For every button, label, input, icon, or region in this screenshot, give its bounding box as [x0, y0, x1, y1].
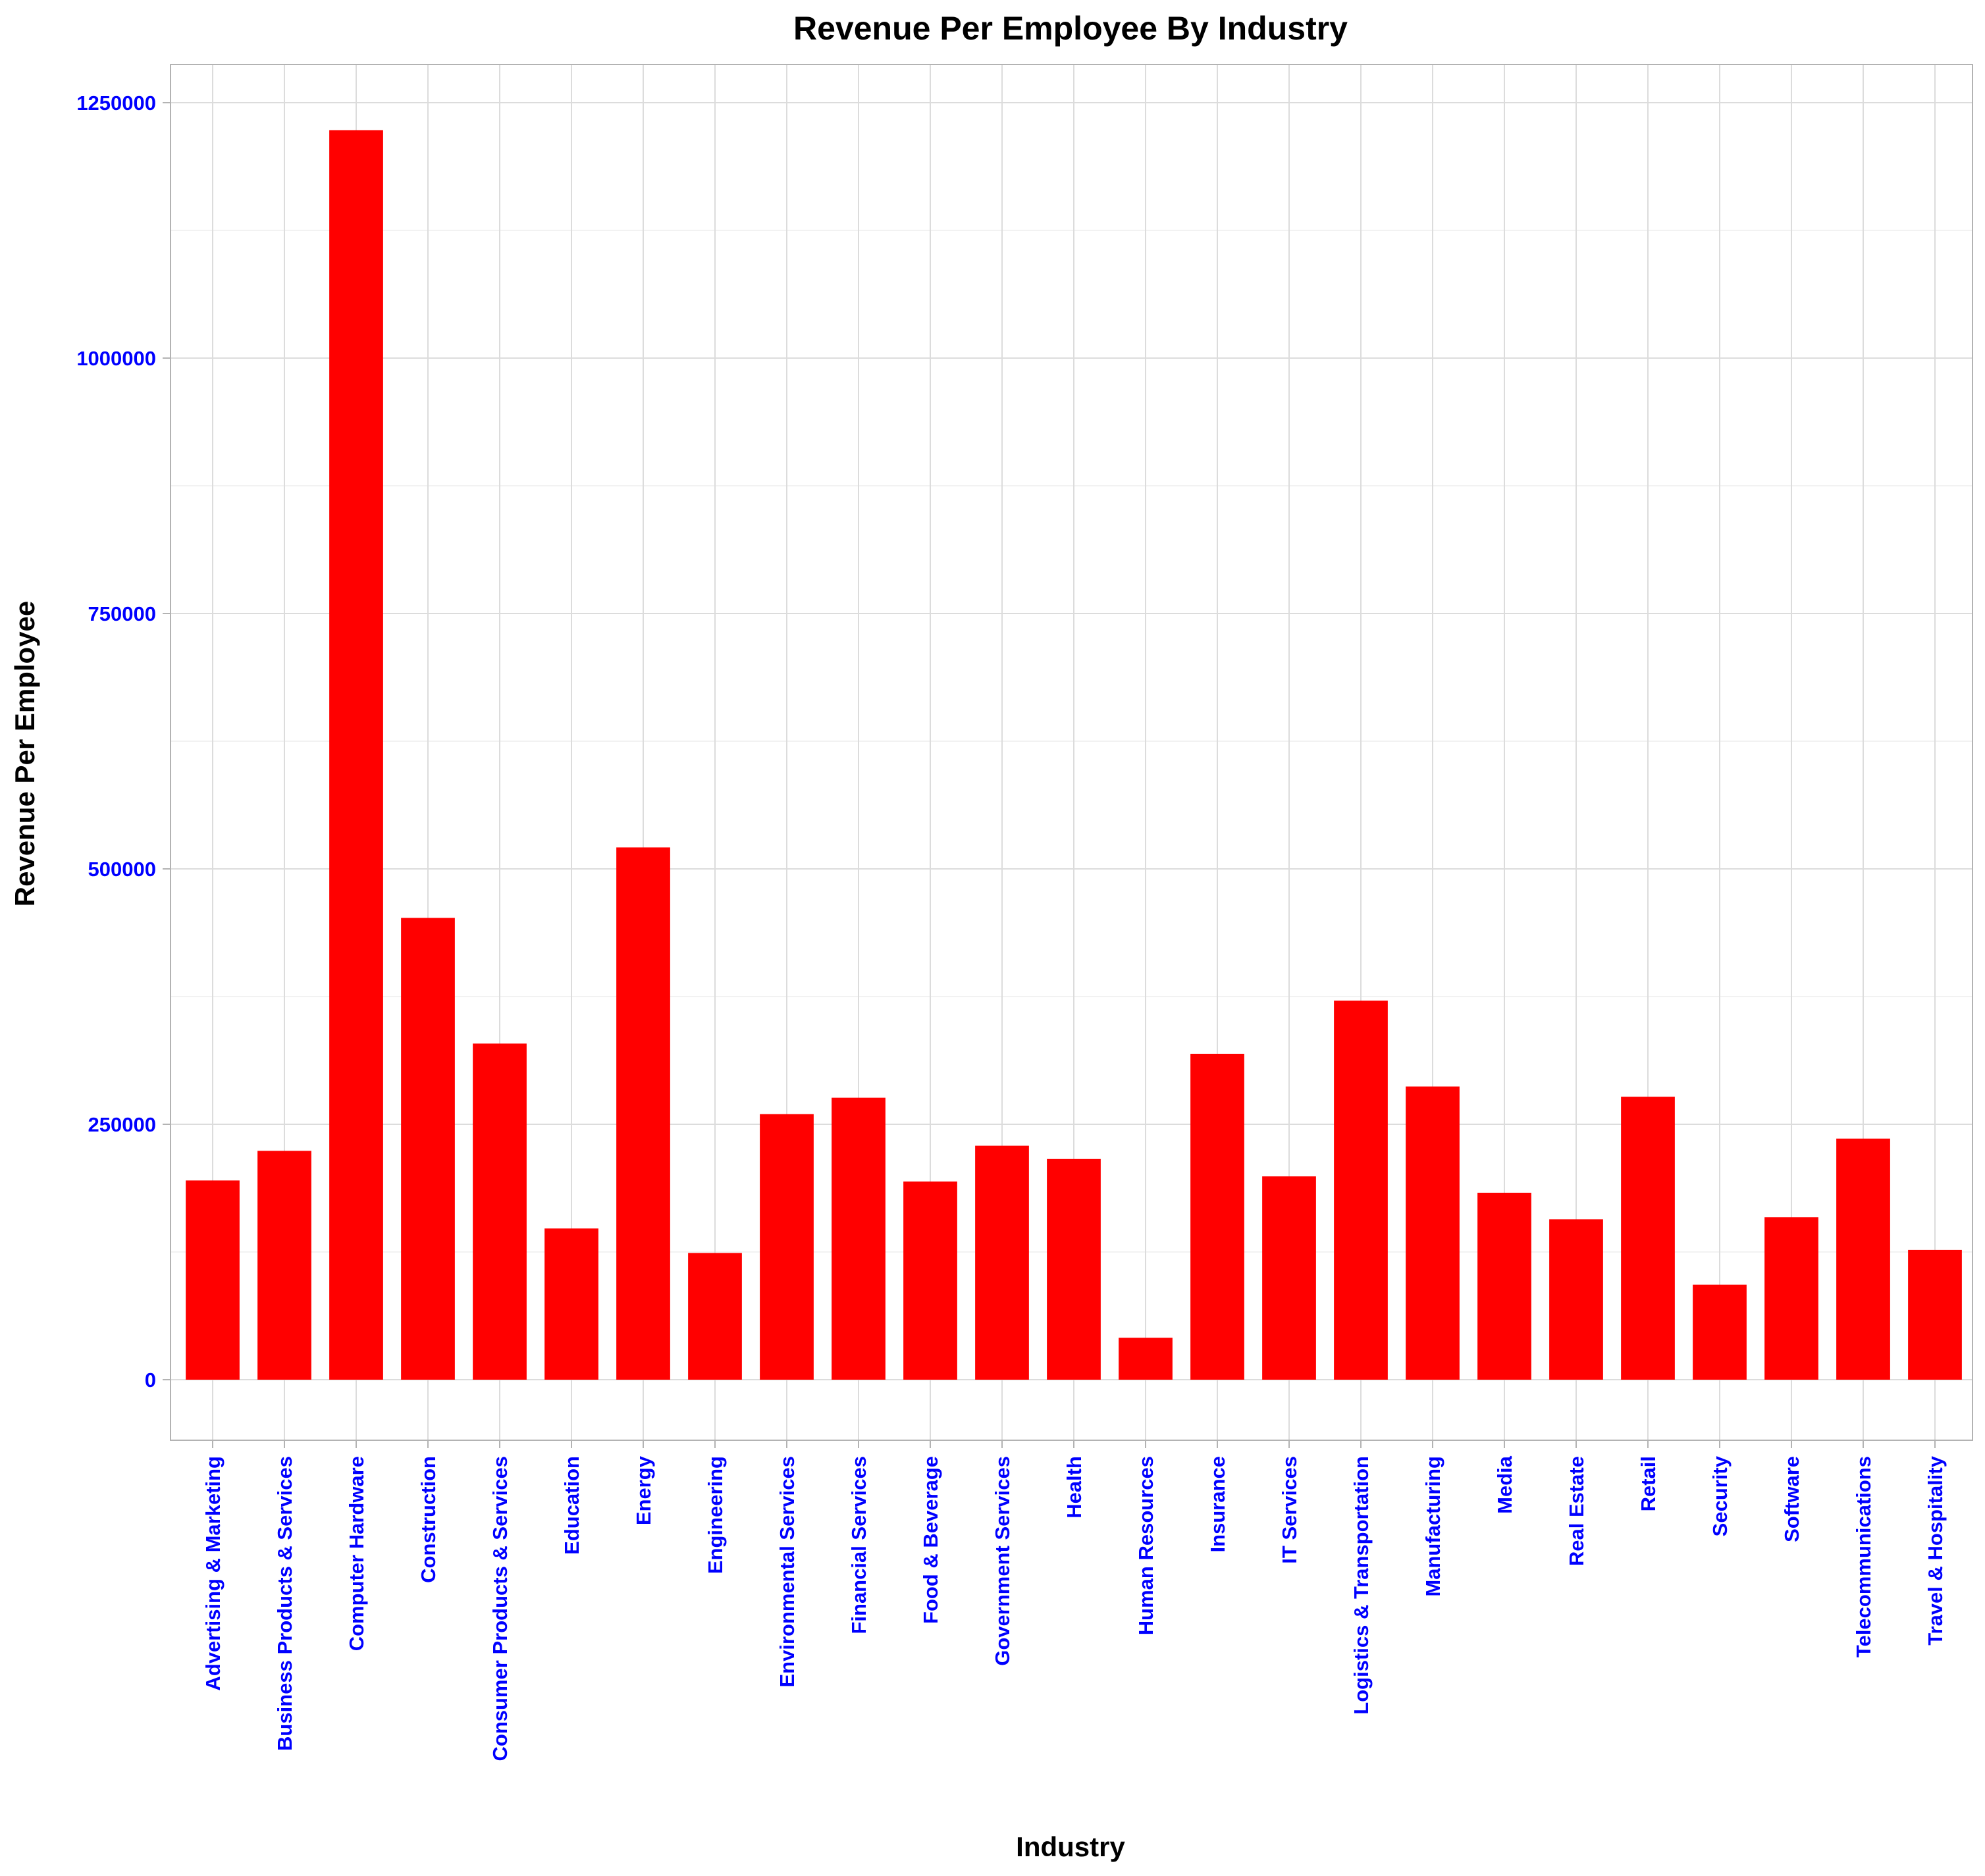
bar: [1334, 1001, 1388, 1380]
y-tick-label: 500000: [88, 858, 156, 881]
x-tick-label: Travel & Hospitality: [1924, 1455, 1947, 1645]
plot-panel-border: [170, 64, 1973, 1441]
x-tick-label: Software: [1780, 1456, 1803, 1542]
bar: [1836, 1138, 1890, 1380]
x-tick-label: Manufacturing: [1421, 1456, 1444, 1597]
y-tick-label: 1000000: [76, 347, 156, 370]
x-tick-label: Construction: [417, 1456, 440, 1583]
x-tick-label: Consumer Products & Services: [489, 1456, 512, 1761]
x-tick-label: Telecommunications: [1852, 1456, 1875, 1657]
bar: [1262, 1176, 1316, 1380]
x-tick-label: Computer Hardware: [345, 1456, 368, 1651]
bar: [473, 1043, 527, 1380]
x-tick-label: Business Products & Services: [273, 1456, 296, 1751]
bar: [760, 1114, 814, 1380]
bar: [975, 1145, 1029, 1380]
x-tick-label: Health: [1063, 1456, 1086, 1519]
y-axis-ticks: 0 250000 500000 750000 1000000 1250000: [76, 91, 171, 1392]
x-tick-label: Human Resources: [1134, 1456, 1157, 1635]
y-tick-label: 250000: [88, 1113, 156, 1136]
x-axis-title: Industry: [1016, 1831, 1125, 1862]
x-tick-label: IT Services: [1278, 1456, 1301, 1564]
bar: [1047, 1159, 1101, 1380]
bar: [1621, 1097, 1675, 1380]
chart-title: Revenue Per Employee By Industry: [793, 10, 1348, 47]
x-tick-label: Education: [560, 1456, 583, 1555]
bar: [1549, 1219, 1603, 1380]
bar: [1406, 1086, 1460, 1380]
x-tick-label: Financial Services: [847, 1456, 870, 1634]
bar: [688, 1253, 742, 1380]
x-tick-label: Real Estate: [1565, 1456, 1588, 1566]
bar: [186, 1180, 240, 1380]
y-tick-label: 1250000: [76, 91, 156, 115]
bar: [1693, 1284, 1747, 1380]
bar: [257, 1151, 311, 1380]
x-tick-label: Food & Beverage: [919, 1456, 942, 1624]
x-tick-label: Insurance: [1206, 1456, 1229, 1552]
bar: [1119, 1338, 1173, 1380]
bar-series: [186, 130, 1962, 1380]
y-tick-label: 750000: [88, 602, 156, 625]
x-tick-label: Advertising & Marketing: [201, 1456, 225, 1691]
x-tick-label: Media: [1493, 1455, 1516, 1514]
x-tick-label: Energy: [632, 1455, 655, 1525]
bar: [616, 847, 670, 1380]
x-tick-label: Retail: [1637, 1456, 1660, 1511]
x-tick-label: Logistics & Transportation: [1350, 1456, 1373, 1715]
x-tick-label: Engineering: [704, 1456, 727, 1574]
x-tick-label: Security: [1708, 1455, 1732, 1536]
bar: [1764, 1217, 1818, 1380]
bar: [401, 918, 455, 1380]
x-axis-ticks: Advertising & Marketing Business Products…: [201, 1440, 1947, 1761]
bar: [832, 1097, 886, 1380]
x-tick-label: Environmental Services: [776, 1456, 799, 1688]
bar: [903, 1181, 957, 1380]
bar: [1477, 1192, 1531, 1380]
bar: [1908, 1249, 1962, 1380]
y-axis-title: Revenue Per Employee: [9, 601, 40, 907]
bar: [1190, 1053, 1244, 1380]
bar: [329, 130, 383, 1380]
bar: [544, 1228, 598, 1380]
y-tick-label: 0: [145, 1368, 156, 1392]
x-tick-label: Government Services: [991, 1456, 1014, 1666]
